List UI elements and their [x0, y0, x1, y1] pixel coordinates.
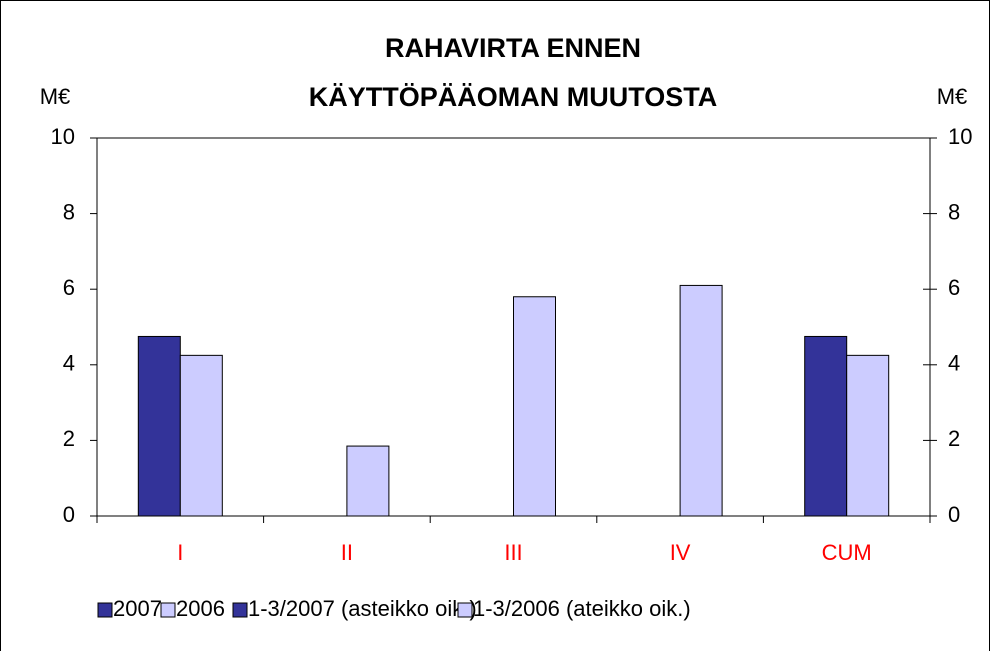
bar [846, 354, 890, 517]
x-tick-label: III [504, 540, 522, 565]
y2-tick-label: 8 [948, 199, 960, 224]
legend-swatch [160, 602, 176, 618]
bar [679, 284, 723, 517]
legend-label: 1-3/2007 (asteikko oik.) [248, 596, 477, 621]
bar [179, 354, 223, 517]
legend-label: 1-3/2006 (ateikko oik.) [473, 596, 691, 621]
bar [137, 335, 181, 517]
y-axis-label: M€ [40, 84, 71, 109]
y2-tick-label: 2 [948, 426, 960, 451]
y2-tick-label: 4 [948, 351, 960, 376]
y-tick-label: 10 [51, 124, 75, 149]
legend-label: 2007 [113, 596, 162, 621]
legend-swatch [97, 602, 113, 618]
y2-tick-label: 10 [948, 124, 972, 149]
y2-tick-label: 6 [948, 275, 960, 300]
x-tick-label: IV [670, 540, 691, 565]
y-tick-label: 4 [63, 351, 75, 376]
y-tick-label: 0 [63, 502, 75, 527]
x-tick-label: I [177, 540, 183, 565]
x-tick-label: CUM [822, 540, 872, 565]
y2-axis-label: M€ [937, 84, 968, 109]
legend-label: 2006 [176, 596, 225, 621]
chart-title: KÄYTTÖPÄÄOMAN MUUTOSTA [309, 82, 717, 112]
legend-swatch [232, 602, 248, 618]
y-tick-label: 8 [63, 199, 75, 224]
bar [804, 335, 848, 517]
legend-swatch [457, 602, 473, 618]
y-tick-label: 6 [63, 275, 75, 300]
chart-title: RAHAVIRTA ENNEN [385, 33, 641, 63]
bar [346, 445, 390, 517]
bar [513, 296, 556, 517]
y2-tick-label: 0 [948, 502, 960, 527]
x-tick-label: II [341, 540, 353, 565]
y-tick-label: 2 [63, 426, 75, 451]
